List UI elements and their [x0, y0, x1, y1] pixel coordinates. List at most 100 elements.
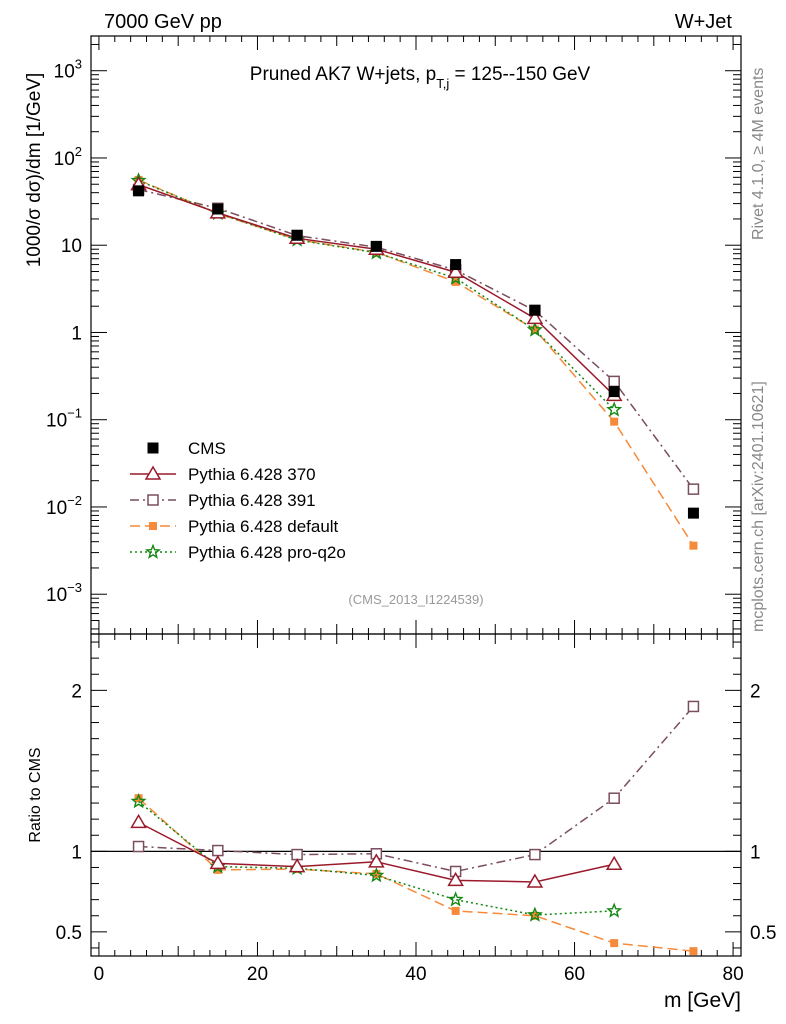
ratio-point-p391 [212, 844, 224, 857]
x-axis-label: m [GeV] [664, 989, 741, 1012]
ratio-point-p391 [608, 792, 620, 804]
ratio-point-pq2o [606, 902, 623, 918]
legend-label: Pythia 6.428 default [188, 517, 339, 536]
legend-marker [147, 442, 159, 454]
legend-entry-cms: CMS [147, 439, 226, 458]
ratio-line-pdefault [138, 797, 694, 952]
ratio-y-tick-label: 0.5 [56, 923, 82, 944]
legend-entry-pq2o: Pythia 6.428 pro-q2o [130, 543, 346, 562]
ratio-point-p391 [132, 840, 145, 853]
ratio-point-pdefault [610, 939, 619, 948]
legend-label: CMS [188, 439, 226, 458]
y-tick-label: 103 [54, 57, 82, 83]
legend-label: Pythia 6.428 pro-q2o [188, 543, 346, 562]
y-tick-label: 10−1 [46, 406, 82, 432]
data-point-cms [370, 240, 382, 252]
data-point-cms [687, 507, 699, 519]
process-label: W+Jet [675, 11, 733, 33]
legend-marker [147, 494, 159, 506]
source-label: mcplots.cern.ch [arXiv:2401.10621] [750, 381, 767, 632]
ratio-y-ticks: 0.5 0.5 1 1 2 2 [56, 641, 776, 949]
legend-entry-p370: Pythia 6.428 370 [130, 465, 316, 484]
ratio-panel: 0.5 0.5 1 1 2 2 0 20 40 60 80 Ratio to CMS m [GeV… [27, 633, 776, 1012]
y-tick-label: 102 [54, 144, 82, 170]
ratio-x-ticks: 0 20 40 60 80 [94, 634, 744, 985]
data-point-p370 [447, 263, 464, 279]
series-pq2o [130, 172, 623, 417]
main-series [130, 172, 700, 550]
ratio-y-tick-label-right: 0.5 [750, 923, 776, 944]
x-tick-label: 80 [723, 964, 744, 985]
legend-marker [144, 543, 162, 559]
data-point-cms [608, 386, 620, 398]
ratio-point-p370 [605, 855, 623, 870]
series-cms [133, 185, 699, 519]
series-line-p391 [138, 188, 695, 490]
series-line-pdefault [138, 179, 695, 547]
data-point-pq2o [606, 401, 623, 417]
x-tick-label: 0 [94, 964, 105, 985]
data-point-p370 [526, 309, 544, 325]
main-y-axis-label: 1000/σ dσ)/dm [1/GeV] [24, 73, 45, 268]
ratio-series [130, 700, 700, 956]
ratio-y-tick-label-right: 2 [750, 681, 761, 702]
ratio-point-pq2o [526, 906, 543, 922]
ratio-point-p391 [687, 700, 700, 713]
y-tick-label: 10−3 [46, 580, 82, 606]
legend-marker [149, 522, 157, 530]
ratio-point-pdefault [372, 869, 381, 878]
legend-label: Pythia 6.428 391 [188, 491, 316, 510]
ratio-point-pdefault [451, 906, 460, 915]
series-line-pq2o [138, 179, 615, 411]
ratio-series-p391 [132, 700, 700, 878]
legend-entry-p391: Pythia 6.428 391 [130, 491, 316, 510]
x-tick-label: 60 [564, 964, 585, 985]
legend-marker [144, 465, 162, 480]
rivet-label: Rivet 4.1.0, ≥ 4M events [750, 68, 767, 240]
x-tick-label: 40 [405, 964, 426, 985]
ratio-point-pdefault [134, 794, 143, 803]
y-tick-label: 10 [61, 236, 82, 257]
ratio-y-tick-label: 2 [71, 681, 82, 702]
ratio-series-pdefault [134, 794, 698, 956]
legend-entry-pdefault: Pythia 6.428 default [130, 517, 339, 536]
ratio-point-p370 [130, 813, 147, 829]
data-point-cms [291, 229, 303, 241]
data-point-p391 [687, 483, 700, 495]
ratio-series-p370 [130, 813, 623, 888]
ratio-point-pdefault [689, 947, 698, 956]
ratio-y-tick-label: 1 [71, 842, 82, 863]
ratio-point-p370 [447, 871, 464, 887]
ratio-point-p370 [209, 854, 227, 870]
data-point-cms [529, 304, 541, 316]
ratio-line-pq2o [138, 800, 615, 916]
data-point-pq2o [526, 321, 543, 337]
series-line-p370 [138, 183, 615, 396]
main-title: Pruned AK7 W+jets, pT,j = 125--150 GeV [250, 64, 591, 91]
data-point-pdefault [530, 325, 539, 334]
ratio-point-p370 [368, 853, 385, 868]
ratio-point-pq2o [447, 891, 464, 907]
ratio-y-tick-label-right: 1 [750, 842, 761, 863]
data-point-p391 [608, 375, 620, 388]
data-point-cms [450, 259, 462, 271]
ratio-point-pq2o [130, 793, 147, 809]
collision-label: 7000 GeV pp [104, 11, 222, 33]
ratio-point-p391 [529, 848, 541, 861]
data-point-cms [212, 203, 224, 215]
ratio-point-p370 [288, 858, 306, 873]
ratio-point-pq2o [368, 867, 385, 883]
ratio-point-p391 [291, 848, 303, 861]
x-tick-label: 20 [247, 964, 268, 985]
legend-label: Pythia 6.428 370 [188, 465, 316, 484]
ratio-frame [90, 633, 742, 957]
y-tick-label: 1 [71, 323, 82, 344]
data-point-pdefault [689, 541, 698, 550]
series-p370 [130, 176, 623, 402]
main-x-ticks [98, 36, 734, 634]
data-point-pdefault [610, 417, 619, 426]
ratio-point-pdefault [530, 911, 539, 920]
ratio-line-p391 [138, 705, 695, 873]
